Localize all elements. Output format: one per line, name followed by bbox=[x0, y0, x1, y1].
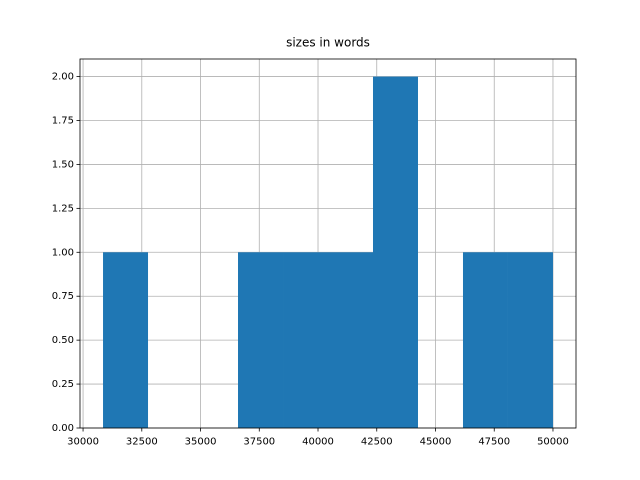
chart-title: sizes in words bbox=[286, 36, 370, 50]
y-tick-label: 0.50 bbox=[52, 335, 74, 346]
bar bbox=[238, 252, 284, 428]
bar bbox=[372, 76, 418, 429]
bar bbox=[328, 252, 373, 428]
x-tick-label: 35000 bbox=[185, 436, 217, 447]
bar bbox=[507, 252, 553, 428]
bar bbox=[283, 252, 328, 428]
plot-frame bbox=[79, 58, 577, 429]
y-tick-label: 0.75 bbox=[52, 291, 74, 302]
bar bbox=[103, 252, 149, 428]
y-tick-label: 1.50 bbox=[52, 159, 74, 170]
x-tick-label: 45000 bbox=[420, 436, 452, 447]
x-tick-label: 42500 bbox=[361, 436, 393, 447]
x-tick-label: 32500 bbox=[126, 436, 158, 447]
y-tick-label: 1.00 bbox=[52, 247, 74, 258]
x-tick-label: 47500 bbox=[478, 436, 510, 447]
y-tick-label: 0.25 bbox=[52, 379, 74, 390]
x-tick-label: 37500 bbox=[243, 436, 275, 447]
y-tick-label: 1.25 bbox=[52, 203, 74, 214]
y-tick-label: 1.75 bbox=[52, 116, 74, 127]
y-tick-label: 2.00 bbox=[52, 72, 74, 83]
bar bbox=[462, 252, 508, 428]
y-tick-label: 0.00 bbox=[52, 423, 74, 434]
x-tick-label: 50000 bbox=[537, 436, 569, 447]
x-tick-label: 40000 bbox=[302, 436, 334, 447]
x-tick-label: 30000 bbox=[67, 436, 99, 447]
